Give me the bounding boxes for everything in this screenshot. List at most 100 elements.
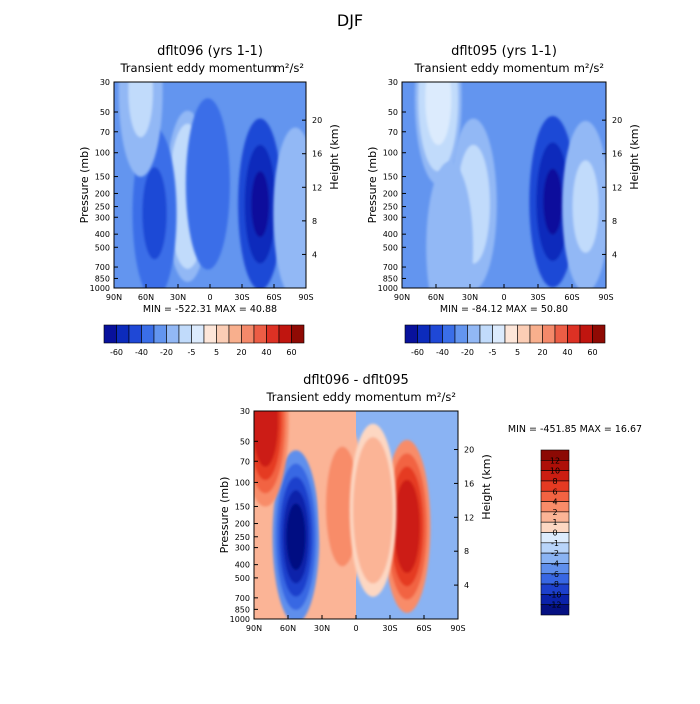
colorbar-swatch xyxy=(492,324,506,344)
field-feature-6 xyxy=(185,98,230,270)
y-tick-label: 70 xyxy=(388,128,398,137)
colorbar-swatch xyxy=(454,324,468,344)
contour-band xyxy=(286,180,305,247)
field-feature-3 xyxy=(529,115,577,288)
colorbar-swatch xyxy=(504,324,518,344)
chart-panel-2: dflt095 (yrs 1-1) Transient eddy momentum… xyxy=(366,44,641,357)
colorbar-swatch xyxy=(278,324,292,344)
y-tick-label: 850 xyxy=(95,274,110,283)
y-tick-label: 1000 xyxy=(378,284,398,293)
y-tick-label: 30 xyxy=(388,78,398,87)
colorbar-swatch xyxy=(291,324,305,344)
y2-tick-label: 8 xyxy=(464,547,469,556)
colorbar-label: -12 xyxy=(548,601,561,610)
colorbar-swatch xyxy=(216,324,230,344)
x-tick-label: 60N xyxy=(138,293,154,302)
min-max-stats: MIN = -522.31 MAX = 40.88 xyxy=(143,304,277,315)
contour-band xyxy=(198,150,217,217)
y2-tick-label: 16 xyxy=(612,150,622,159)
contour-band xyxy=(428,82,448,132)
y-tick-label: 100 xyxy=(383,149,398,158)
colorbar-label: 6 xyxy=(552,487,557,496)
y2-axis-label: Height (km) xyxy=(480,454,493,520)
y-tick-label: 150 xyxy=(235,502,250,511)
chart-panel-3: dflt096 - dflt095 Transient eddy momentum… xyxy=(218,373,642,633)
contour-band xyxy=(286,503,306,571)
x-tick-label: 30N xyxy=(462,293,478,302)
panel-units: m²/s² xyxy=(574,61,604,75)
panel-units: m²/s² xyxy=(274,61,304,75)
x-tick-label: 30S xyxy=(530,293,545,302)
colorbar-label: 20 xyxy=(236,348,246,357)
y2-tick-label: 12 xyxy=(464,513,474,522)
colorbar-swatch xyxy=(542,324,556,344)
x-tick-label: 30S xyxy=(382,624,397,633)
y-tick-label: 500 xyxy=(235,574,250,583)
colorbar-label: 2 xyxy=(552,508,557,517)
field-feature-3 xyxy=(254,411,289,507)
panel-title: dflt095 (yrs 1-1) xyxy=(451,44,557,59)
chart-panel-1: dflt096 (yrs 1-1) Transient eddy momentum… xyxy=(78,44,341,357)
y-tick-label: 1000 xyxy=(230,615,250,624)
colorbar-label: -6 xyxy=(551,570,559,579)
min-max-stats: MIN = -84.12 MAX = 50.80 xyxy=(440,304,568,315)
x-tick-label: 90N xyxy=(394,293,410,302)
y-tick-label: 400 xyxy=(95,230,110,239)
x-tick-label: 60N xyxy=(428,293,444,302)
colorbar-swatch xyxy=(266,324,280,344)
y2-tick-label: 8 xyxy=(612,217,617,226)
y-tick-label: 200 xyxy=(95,189,110,198)
panel-units: m²/s² xyxy=(426,390,456,404)
colorbar-swatch xyxy=(116,324,130,344)
x-tick-label: 0 xyxy=(501,293,506,302)
y-tick-label: 50 xyxy=(100,108,110,117)
page-title: DJF xyxy=(337,11,363,30)
field-feature-5 xyxy=(349,423,397,597)
y2-axis-label: Height (km) xyxy=(628,124,641,190)
y2-tick-label: 4 xyxy=(612,250,617,259)
colorbar-label: 10 xyxy=(550,467,560,476)
colorbar-label: -2 xyxy=(551,549,559,558)
y2-tick-label: 16 xyxy=(464,479,474,488)
colorbar-swatch xyxy=(567,324,581,344)
colorbar-label: -8 xyxy=(551,580,559,589)
x-tick-label: 0 xyxy=(207,293,212,302)
y-tick-label: 850 xyxy=(383,274,398,283)
x-tick-label: 90S xyxy=(298,293,313,302)
colorbar-swatch xyxy=(540,604,570,616)
contour-band xyxy=(576,173,596,240)
y2-tick-label: 20 xyxy=(612,116,622,125)
field-feature-4 xyxy=(562,120,606,288)
x-tick-label: 60N xyxy=(280,624,296,633)
colorbar: -60 -40 -20 -5 5 20 40 60 xyxy=(103,324,305,357)
y-tick-label: 50 xyxy=(388,108,398,117)
panel-subtitle: Transient eddy momentum xyxy=(119,61,275,75)
y2-tick-label: 20 xyxy=(312,116,322,125)
x-tick-label: 60S xyxy=(266,293,281,302)
y2-tick-label: 8 xyxy=(312,217,317,226)
contour-band xyxy=(543,168,563,235)
colorbar-swatch xyxy=(153,324,167,344)
colorbar-label: 5 xyxy=(214,348,219,357)
y2-tick-label: 12 xyxy=(612,183,622,192)
x-tick-label: 60S xyxy=(564,293,579,302)
x-tick-label: 90S xyxy=(450,624,465,633)
colorbar-swatch xyxy=(203,324,217,344)
panel-title: dflt096 (yrs 1-1) xyxy=(157,44,263,59)
colorbar-label: -10 xyxy=(548,590,561,599)
colorbar-label: 60 xyxy=(587,348,597,357)
y-tick-label: 700 xyxy=(95,263,110,272)
y-tick-label: 400 xyxy=(235,561,250,570)
colorbar-swatch xyxy=(166,324,180,344)
x-tick-label: 90S xyxy=(598,293,613,302)
y-tick-label: 100 xyxy=(235,478,250,487)
colorbar-swatch xyxy=(103,324,117,344)
x-tick-label: 60S xyxy=(416,624,431,633)
colorbar-swatch xyxy=(417,324,431,344)
contour-band xyxy=(145,180,164,247)
y-tick-label: 200 xyxy=(235,520,250,529)
y-axis-label: Pressure (mb) xyxy=(366,147,379,224)
colorbar-label: -60 xyxy=(411,348,424,357)
colorbar-label: -40 xyxy=(436,348,449,357)
